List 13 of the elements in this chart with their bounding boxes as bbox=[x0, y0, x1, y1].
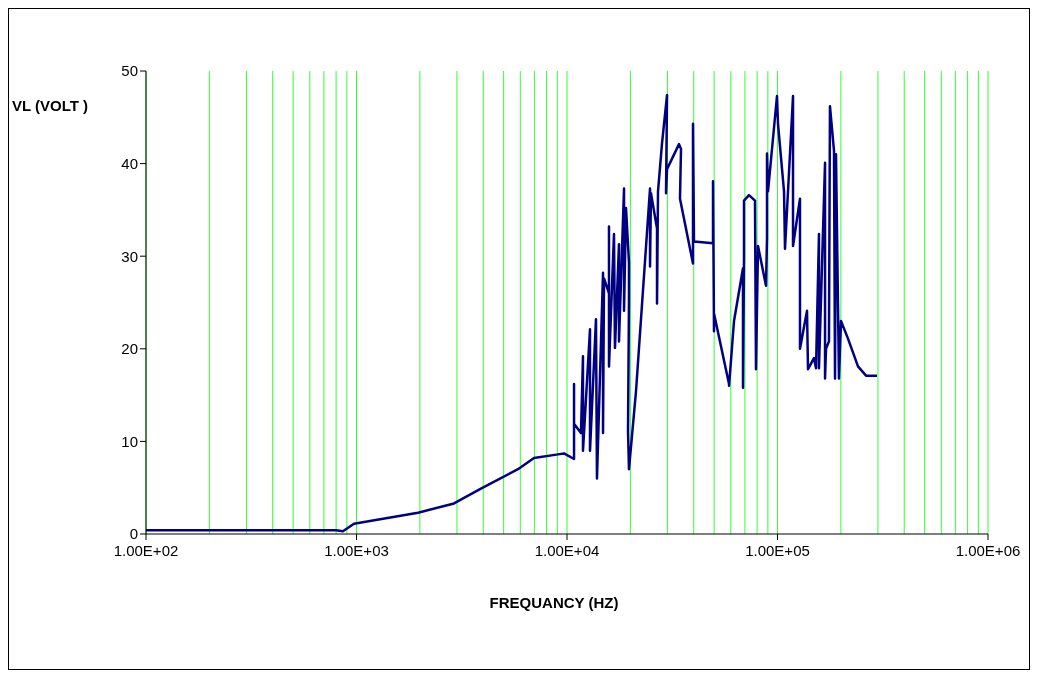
x-tick-label: 1.00E+05 bbox=[745, 542, 810, 559]
x-tick-label: 1.00E+04 bbox=[534, 542, 600, 559]
y-tick-label: 10 bbox=[121, 432, 138, 450]
x-tick-label: 1.00E+03 bbox=[324, 542, 389, 559]
x-tick-label: 1.00E+02 bbox=[113, 542, 179, 559]
y-tick-label: 50 bbox=[121, 62, 138, 80]
y-tick-label: 40 bbox=[121, 154, 138, 172]
x-axis-title: FREQUANCY (HZ) bbox=[488, 594, 620, 611]
y-axis-title: VL (VOLT ) bbox=[12, 97, 89, 114]
x-tick-label: 1.00E+06 bbox=[955, 542, 1021, 559]
y-tick-label: 0 bbox=[129, 525, 138, 543]
y-tick-label: 20 bbox=[121, 340, 138, 358]
y-tick-label: 30 bbox=[121, 247, 138, 265]
